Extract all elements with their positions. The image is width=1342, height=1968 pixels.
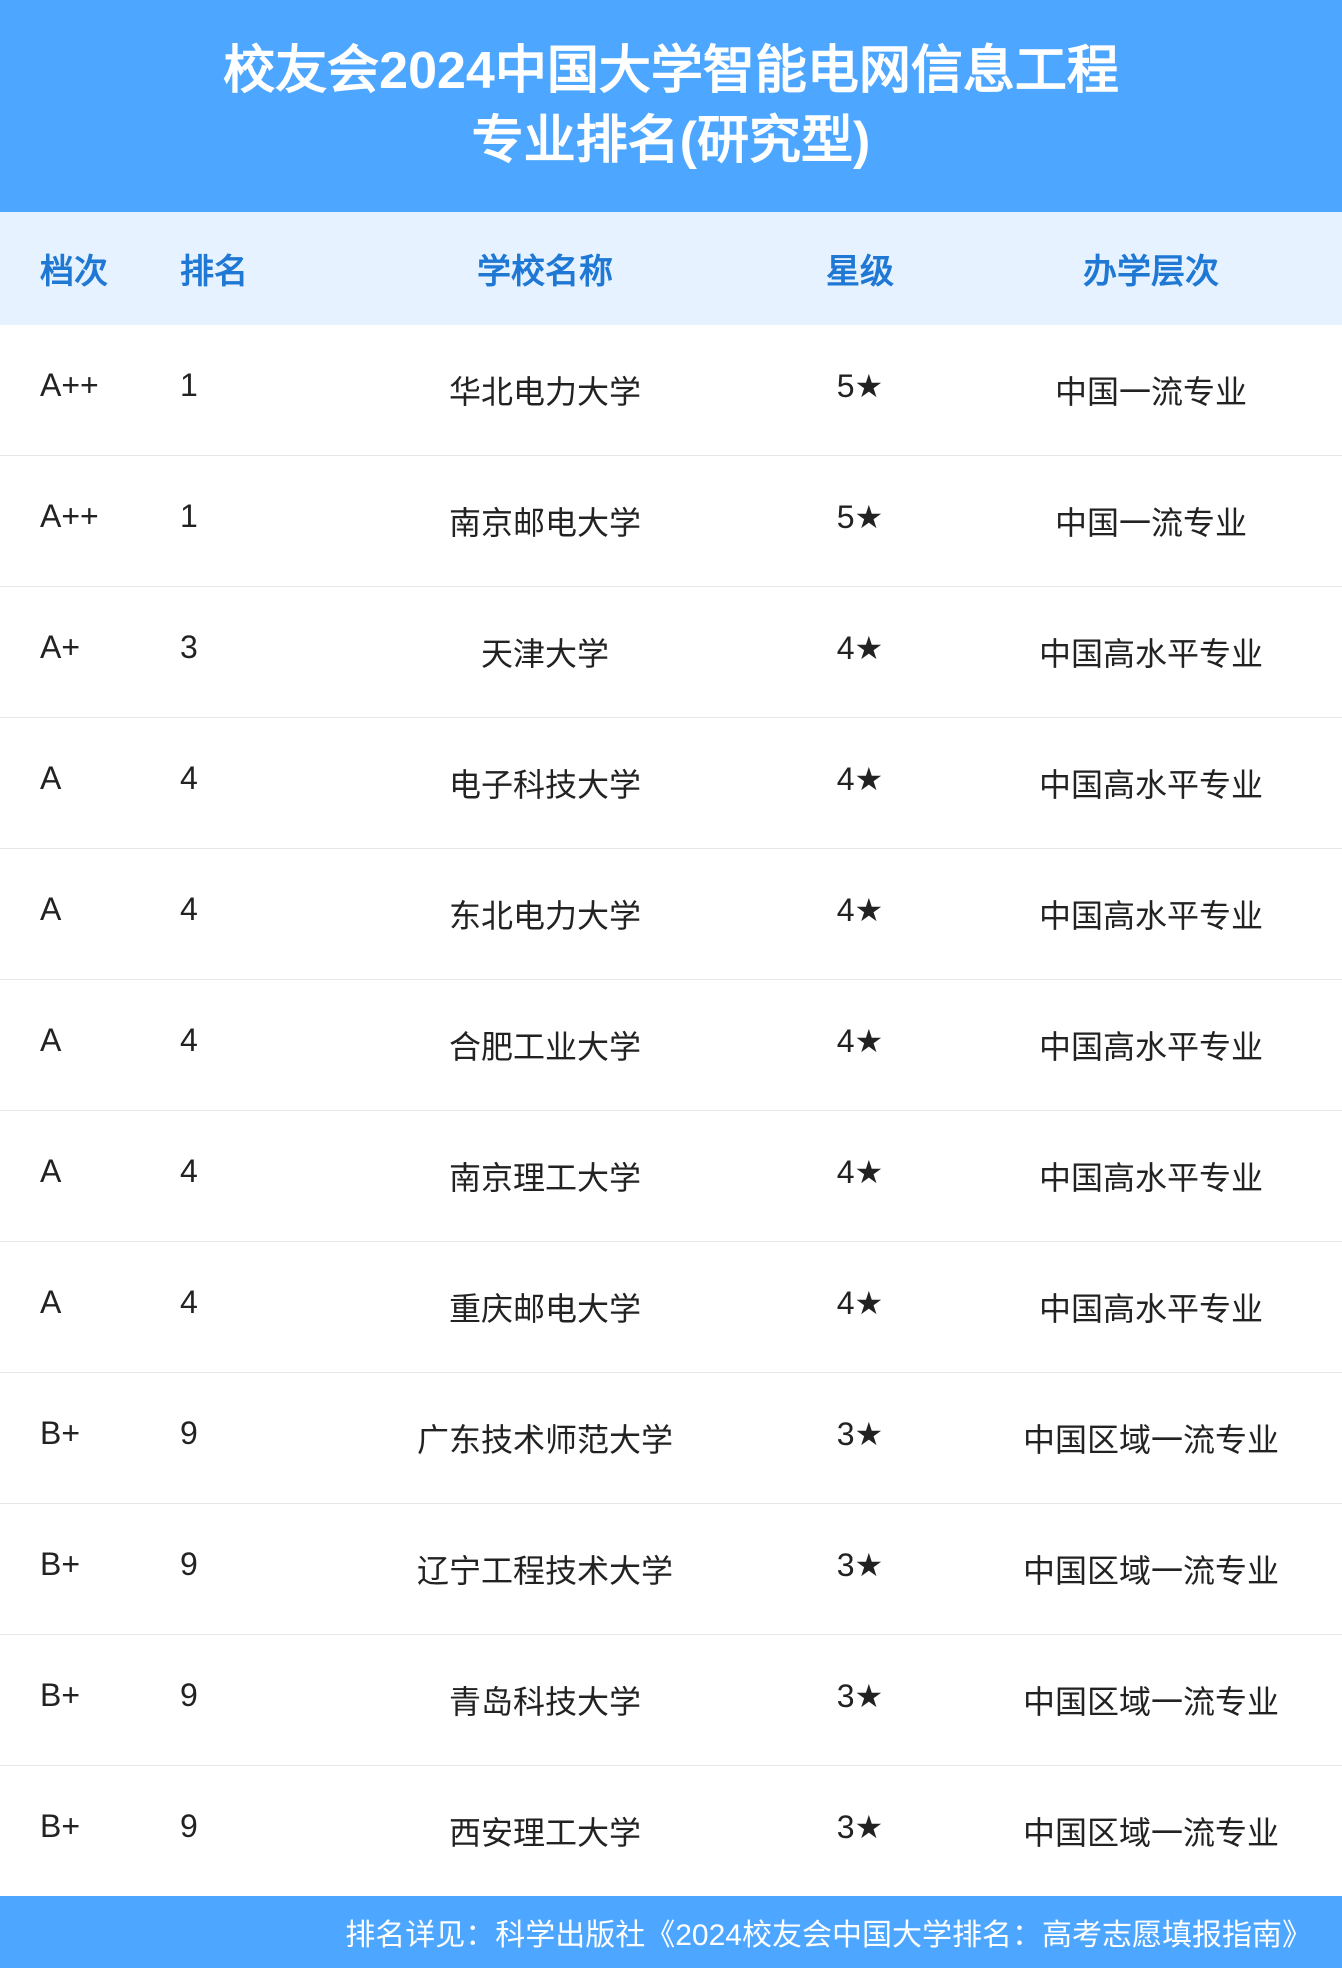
cell-rank: 9	[160, 1808, 330, 1854]
table-row: A4东北电力大学4★中国高水平专业	[0, 849, 1342, 980]
cell-school: 东北电力大学	[330, 891, 760, 937]
table-body: A++1华北电力大学5★中国一流专业A++1南京邮电大学5★中国一流专业A+3天…	[0, 325, 1342, 1896]
cell-star: 3★	[760, 1808, 960, 1854]
cell-rank: 1	[160, 367, 330, 413]
cell-school: 辽宁工程技术大学	[330, 1546, 760, 1592]
cell-level: 中国高水平专业	[960, 891, 1342, 937]
cell-level: 中国一流专业	[960, 498, 1342, 544]
cell-tier: A+	[0, 629, 160, 675]
col-header-level: 办学层次	[960, 244, 1342, 293]
cell-star: 3★	[760, 1415, 960, 1461]
cell-tier: A	[0, 891, 160, 937]
table-header-row: 档次 排名 学校名称 星级 办学层次	[0, 212, 1342, 325]
cell-level: 中国区域一流专业	[960, 1546, 1342, 1592]
col-header-tier: 档次	[0, 244, 160, 293]
cell-rank: 3	[160, 629, 330, 675]
title-line-1: 校友会2024中国大学智能电网信息工程	[40, 36, 1302, 106]
table-row: A4重庆邮电大学4★中国高水平专业	[0, 1242, 1342, 1373]
cell-level: 中国高水平专业	[960, 760, 1342, 806]
cell-rank: 9	[160, 1546, 330, 1592]
cell-tier: A++	[0, 498, 160, 544]
cell-school: 广东技术师范大学	[330, 1415, 760, 1461]
cell-tier: A	[0, 1284, 160, 1330]
table-row: A4南京理工大学4★中国高水平专业	[0, 1111, 1342, 1242]
cell-level: 中国区域一流专业	[960, 1677, 1342, 1723]
cell-school: 西安理工大学	[330, 1808, 760, 1854]
table-row: B+9广东技术师范大学3★中国区域一流专业	[0, 1373, 1342, 1504]
cell-star: 4★	[760, 1153, 960, 1199]
cell-tier: A	[0, 1153, 160, 1199]
cell-tier: B+	[0, 1808, 160, 1854]
cell-tier: A	[0, 760, 160, 806]
cell-star: 3★	[760, 1677, 960, 1723]
title-bar: 校友会2024中国大学智能电网信息工程 专业排名(研究型)	[0, 0, 1342, 212]
cell-tier: A	[0, 1022, 160, 1068]
table-row: A++1南京邮电大学5★中国一流专业	[0, 456, 1342, 587]
cell-school: 青岛科技大学	[330, 1677, 760, 1723]
cell-rank: 9	[160, 1677, 330, 1723]
col-header-star: 星级	[760, 244, 960, 293]
cell-level: 中国高水平专业	[960, 1153, 1342, 1199]
col-header-rank: 排名	[160, 244, 330, 293]
cell-star: 4★	[760, 629, 960, 675]
cell-school: 天津大学	[330, 629, 760, 675]
cell-tier: B+	[0, 1546, 160, 1592]
cell-rank: 4	[160, 891, 330, 937]
table-row: A+3天津大学4★中国高水平专业	[0, 587, 1342, 718]
cell-school: 电子科技大学	[330, 760, 760, 806]
cell-star: 5★	[760, 498, 960, 544]
ranking-table-container: 校友会2024中国大学智能电网信息工程 专业排名(研究型) 档次 排名 学校名称…	[0, 0, 1342, 1968]
table-row: A4合肥工业大学4★中国高水平专业	[0, 980, 1342, 1111]
cell-star: 4★	[760, 891, 960, 937]
cell-school: 华北电力大学	[330, 367, 760, 413]
cell-rank: 9	[160, 1415, 330, 1461]
cell-tier: B+	[0, 1677, 160, 1723]
cell-level: 中国一流专业	[960, 367, 1342, 413]
cell-star: 4★	[760, 1284, 960, 1330]
cell-school: 南京理工大学	[330, 1153, 760, 1199]
cell-school: 合肥工业大学	[330, 1022, 760, 1068]
title-line-2: 专业排名(研究型)	[40, 106, 1302, 176]
cell-tier: B+	[0, 1415, 160, 1461]
cell-rank: 4	[160, 1284, 330, 1330]
table-row: A4电子科技大学4★中国高水平专业	[0, 718, 1342, 849]
footer-note: 排名详见：科学出版社《2024校友会中国大学排名：高考志愿填报指南》	[0, 1896, 1342, 1968]
table-row: B+9青岛科技大学3★中国区域一流专业	[0, 1635, 1342, 1766]
cell-star: 3★	[760, 1546, 960, 1592]
cell-rank: 4	[160, 1022, 330, 1068]
cell-tier: A++	[0, 367, 160, 413]
cell-level: 中国区域一流专业	[960, 1415, 1342, 1461]
cell-star: 4★	[760, 1022, 960, 1068]
cell-level: 中国高水平专业	[960, 1284, 1342, 1330]
col-header-school: 学校名称	[330, 244, 760, 293]
cell-school: 南京邮电大学	[330, 498, 760, 544]
table-row: B+9西安理工大学3★中国区域一流专业	[0, 1766, 1342, 1896]
table-row: A++1华北电力大学5★中国一流专业	[0, 325, 1342, 456]
cell-rank: 1	[160, 498, 330, 544]
cell-star: 5★	[760, 367, 960, 413]
cell-level: 中国高水平专业	[960, 1022, 1342, 1068]
cell-star: 4★	[760, 760, 960, 806]
cell-level: 中国高水平专业	[960, 629, 1342, 675]
cell-school: 重庆邮电大学	[330, 1284, 760, 1330]
cell-level: 中国区域一流专业	[960, 1808, 1342, 1854]
cell-rank: 4	[160, 1153, 330, 1199]
cell-rank: 4	[160, 760, 330, 806]
table-row: B+9辽宁工程技术大学3★中国区域一流专业	[0, 1504, 1342, 1635]
